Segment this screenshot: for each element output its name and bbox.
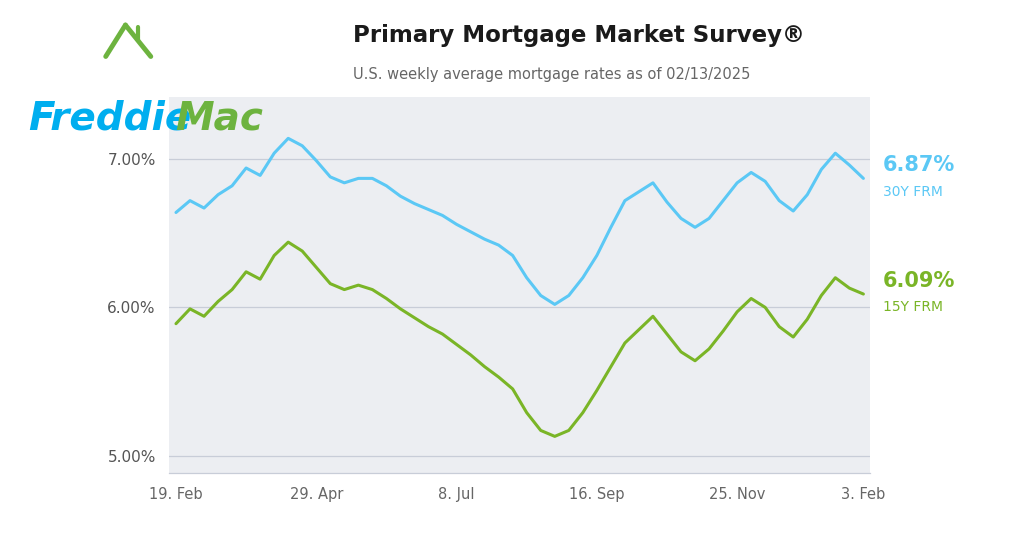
Text: 6.09%: 6.09%: [883, 271, 955, 291]
Text: 30Y FRM: 30Y FRM: [883, 185, 942, 199]
Text: 6.87%: 6.87%: [883, 155, 955, 175]
Text: Mac: Mac: [175, 100, 263, 137]
Text: Primary Mortgage Market Survey®: Primary Mortgage Market Survey®: [353, 24, 805, 47]
Text: Freddie: Freddie: [29, 100, 191, 137]
Text: 15Y FRM: 15Y FRM: [883, 301, 943, 315]
Text: U.S. weekly average mortgage rates as of 02/13/2025: U.S. weekly average mortgage rates as of…: [353, 67, 751, 82]
